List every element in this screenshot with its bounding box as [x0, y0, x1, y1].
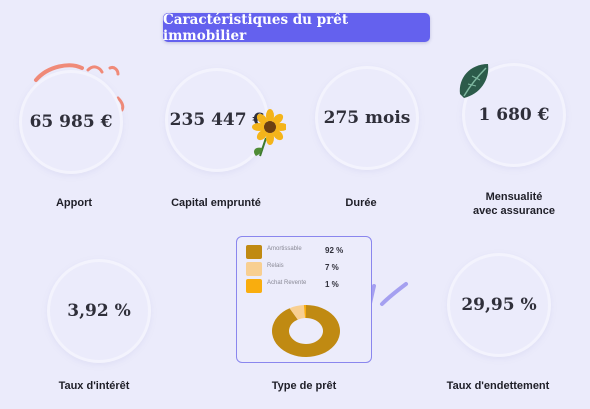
leaf-icon [459, 64, 489, 98]
mensualite-label: Mensualité avec assurance [473, 191, 555, 217]
donut-slice-amortissable [272, 305, 340, 357]
legend-item: Achat Revente 1 % [246, 279, 339, 293]
legend-label: Achat Revente [267, 280, 307, 286]
taux-interet-label: Taux d'intérêt [58, 380, 130, 392]
legend-swatch [246, 245, 262, 259]
apport-label: Apport [55, 197, 93, 209]
capital-emprunte-label: Capital emprunté [171, 197, 261, 209]
duree-value: 275 mois [318, 69, 416, 167]
capital-emprunte-value: 235 447 € [168, 71, 266, 169]
donut-slice-achat-revente [303, 305, 306, 319]
brush-stroke-decoration [34, 63, 125, 112]
donut-slice-relais [289, 305, 305, 320]
loan-type-label: Type de prêt [271, 380, 337, 392]
legend-item: Amortissable 92 % [246, 245, 343, 259]
loan-type-donut-chart [272, 305, 340, 357]
taux-interet-value: 3,92 % [50, 262, 148, 360]
duree-label: Durée [345, 197, 377, 209]
legend-label: Relais [267, 263, 284, 269]
taux-endettement-value: 29,95 % [450, 256, 548, 354]
legend-swatch [246, 279, 262, 293]
legend-label: Amortissable [267, 246, 302, 252]
apport-value: 65 985 € [22, 73, 120, 171]
legend-value: 7 % [325, 263, 339, 272]
mensualite-value: 1 680 € [465, 66, 563, 164]
page-title: Caractéristiques du prêt immobilier [163, 12, 430, 44]
taux-endettement-label: Taux d'endettement [446, 380, 550, 392]
sunflower-icon [252, 109, 286, 157]
legend-swatch [246, 262, 262, 276]
legend-item: Relais 7 % [246, 262, 339, 276]
loan-type-chart-card: Amortissable 92 % Relais 7 % Achat Reven… [236, 236, 372, 363]
legend-value: 92 % [325, 246, 344, 255]
legend-value: 1 % [325, 280, 339, 289]
